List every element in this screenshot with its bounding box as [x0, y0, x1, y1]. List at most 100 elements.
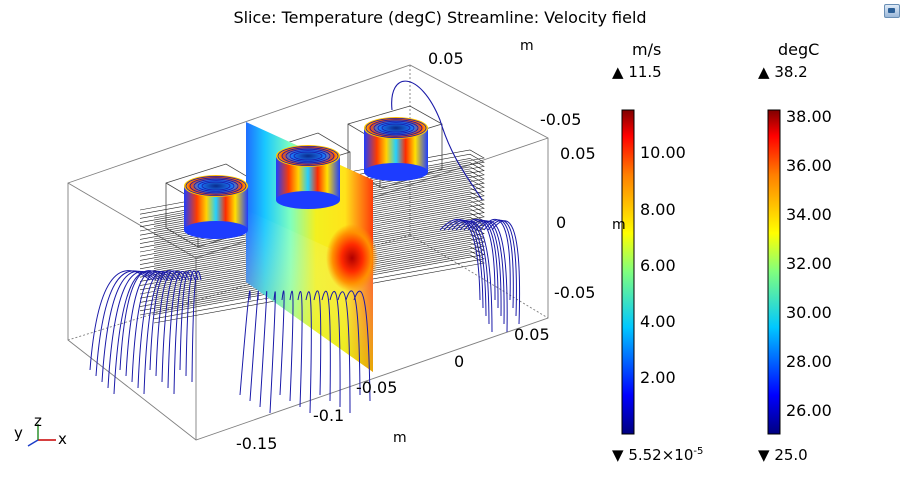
axis-unit-x: m — [393, 430, 407, 446]
swirl-streamline — [373, 120, 419, 136]
streamline — [463, 219, 499, 309]
swirl-streamline — [369, 119, 423, 137]
triad-z-label: z — [34, 412, 42, 430]
velocity-tick: 6.00 — [640, 256, 676, 275]
swirl-streamline — [197, 180, 235, 192]
streamline — [353, 290, 371, 402]
axis-tick-x-0: -0.15 — [236, 434, 278, 453]
velocity-tick: 2.00 — [640, 368, 676, 387]
streamline — [305, 291, 312, 414]
streamline — [447, 219, 487, 317]
plot-title: Slice: Temperature (degC) Streamline: Ve… — [233, 8, 647, 27]
streamline — [455, 220, 493, 333]
streamline — [483, 219, 514, 309]
axis-tick-x-3: 0 — [454, 352, 465, 371]
triangle-up-icon: ▲ — [612, 63, 624, 81]
swirl-streamline — [193, 178, 239, 194]
streamline — [475, 220, 508, 333]
triangle-down-icon: ▼ — [612, 446, 624, 464]
temperature-colorbar — [767, 109, 781, 435]
axis-tick-y-3: -0.05 — [554, 283, 596, 302]
temperature-min: ▼ 25.0 — [758, 446, 808, 464]
triad-x-label: x — [58, 430, 67, 448]
swirl-streamline — [289, 150, 327, 162]
streamline — [167, 271, 190, 389]
swirl-streamline — [381, 123, 411, 133]
temperature-tick: 26.00 — [786, 401, 832, 420]
velocity-unit: m/s — [632, 40, 662, 59]
swirl-streamline — [185, 175, 247, 196]
swirl-streamline — [189, 177, 243, 195]
streamline — [313, 290, 322, 396]
temperature-tick: 34.00 — [786, 205, 832, 224]
temperature-tick: 38.00 — [786, 107, 832, 126]
swirl-streamline — [293, 151, 323, 161]
streamline — [391, 80, 483, 201]
swirl-streamline — [377, 122, 415, 134]
swirl-streamline — [281, 147, 335, 165]
triangle-up-icon: ▲ — [758, 63, 770, 81]
velocity-min: ▼ 5.52×10-5 — [612, 446, 704, 464]
streamline — [239, 290, 251, 396]
streamline — [289, 290, 294, 402]
velocity-colorbar — [621, 109, 635, 435]
streamline — [101, 270, 157, 383]
streamline — [143, 271, 178, 395]
streamline — [321, 290, 331, 402]
velocity-tick: 10.00 — [640, 143, 686, 162]
streamline — [107, 270, 160, 389]
axis-unit-y: m — [612, 217, 626, 233]
streamline — [249, 290, 259, 402]
streamline — [487, 219, 517, 317]
axis-tick-x-1: -0.1 — [313, 406, 345, 425]
streamline — [119, 270, 166, 371]
streamline — [155, 270, 184, 377]
triad-y-label: y — [14, 424, 23, 442]
streamline — [279, 290, 285, 396]
axis-triad — [27, 424, 56, 447]
streamline — [173, 271, 193, 395]
axis-tick-x-4: 0.05 — [514, 325, 550, 344]
streamline — [259, 290, 268, 408]
swirl-streamline — [365, 118, 427, 139]
streamline — [337, 291, 351, 414]
fan-middle — [276, 145, 340, 209]
streamline — [191, 270, 202, 383]
velocity-tick: 4.00 — [640, 312, 676, 331]
streamline — [491, 220, 521, 325]
swirl-streamline — [285, 148, 331, 164]
fan-right — [364, 117, 428, 181]
axis-tick-y-1: 0.05 — [560, 144, 596, 163]
temperature-tick: 36.00 — [786, 156, 832, 175]
streamline — [329, 290, 341, 408]
streamline — [471, 220, 505, 325]
streamline — [479, 218, 511, 301]
triangle-down-icon: ▼ — [758, 446, 770, 464]
fan-left — [184, 175, 248, 239]
streamline — [451, 220, 490, 325]
streamline — [345, 290, 361, 396]
streamline — [89, 270, 151, 371]
velocity-tick: 8.00 — [640, 200, 676, 219]
temperature-max: ▲ 38.2 — [758, 63, 808, 81]
streamline — [137, 271, 175, 389]
streamline — [467, 219, 502, 317]
velocity-max: ▲ 11.5 — [612, 63, 662, 81]
axis-tick-x-2: -0.05 — [356, 378, 398, 397]
window-restore-icon[interactable] — [884, 4, 900, 18]
temperature-unit: degC — [778, 40, 820, 59]
fan-cylinders — [184, 117, 428, 239]
streamline — [161, 270, 187, 383]
temperature-tick: 28.00 — [786, 352, 832, 371]
streamline — [269, 291, 276, 414]
streamline — [297, 290, 303, 408]
temperature-tick: 32.00 — [786, 254, 832, 273]
velocity-streamlines — [89, 80, 521, 414]
temperature-tick: 30.00 — [786, 303, 832, 322]
axis-unit-z: m — [520, 38, 534, 54]
axis-tick-y-0: -0.05 — [540, 110, 582, 129]
axis-tick-y-2: 0 — [556, 213, 567, 232]
streamline — [185, 270, 199, 377]
streamline — [125, 270, 169, 377]
